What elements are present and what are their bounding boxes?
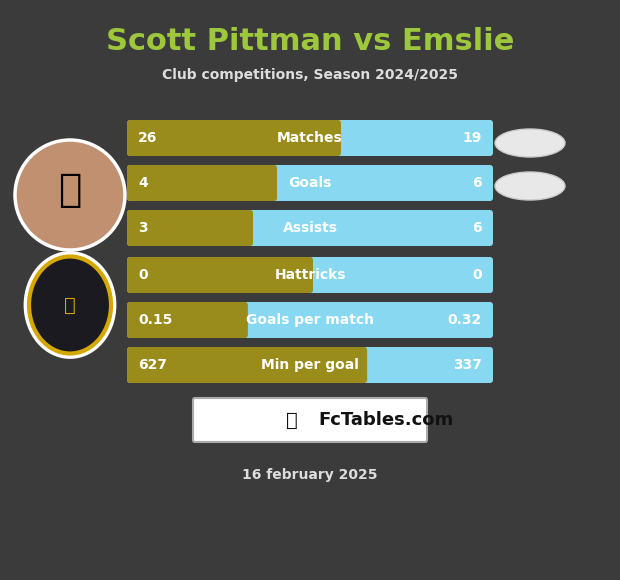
Text: Scott Pittman vs Emslie: Scott Pittman vs Emslie	[106, 27, 514, 56]
FancyBboxPatch shape	[127, 302, 248, 338]
FancyBboxPatch shape	[127, 210, 253, 246]
Text: 0.32: 0.32	[448, 313, 482, 327]
FancyBboxPatch shape	[127, 302, 493, 338]
FancyBboxPatch shape	[127, 120, 493, 156]
Text: 3: 3	[138, 221, 148, 235]
Text: 26: 26	[138, 131, 157, 145]
FancyBboxPatch shape	[127, 347, 367, 383]
Text: 6: 6	[472, 221, 482, 235]
Text: Goals: Goals	[288, 176, 332, 190]
FancyBboxPatch shape	[127, 257, 493, 293]
Text: Goals per match: Goals per match	[246, 313, 374, 327]
Text: Assists: Assists	[283, 221, 337, 235]
Text: 0: 0	[138, 268, 148, 282]
Circle shape	[15, 140, 125, 250]
Ellipse shape	[495, 172, 565, 200]
Text: 6: 6	[472, 176, 482, 190]
Text: 0: 0	[472, 268, 482, 282]
Text: Matches: Matches	[277, 131, 343, 145]
Ellipse shape	[25, 252, 115, 357]
Text: 👤: 👤	[58, 171, 82, 209]
Text: Club competitions, Season 2024/2025: Club competitions, Season 2024/2025	[162, 68, 458, 82]
Text: 16 february 2025: 16 february 2025	[242, 468, 378, 482]
Ellipse shape	[29, 256, 111, 353]
Text: 337: 337	[453, 358, 482, 372]
Text: 4: 4	[138, 176, 148, 190]
Text: 19: 19	[463, 131, 482, 145]
Text: 627: 627	[138, 358, 167, 372]
Text: FcTables.com: FcTables.com	[318, 411, 453, 429]
FancyBboxPatch shape	[127, 165, 493, 201]
Text: ⚽: ⚽	[64, 295, 76, 314]
Text: 0.15: 0.15	[138, 313, 172, 327]
FancyBboxPatch shape	[127, 120, 341, 156]
FancyBboxPatch shape	[127, 257, 313, 293]
FancyBboxPatch shape	[127, 210, 493, 246]
Text: 📊: 📊	[286, 411, 298, 430]
FancyBboxPatch shape	[193, 398, 427, 442]
FancyBboxPatch shape	[127, 165, 277, 201]
Text: Hattricks: Hattricks	[274, 268, 346, 282]
Text: Min per goal: Min per goal	[261, 358, 359, 372]
FancyBboxPatch shape	[127, 347, 493, 383]
Ellipse shape	[495, 129, 565, 157]
